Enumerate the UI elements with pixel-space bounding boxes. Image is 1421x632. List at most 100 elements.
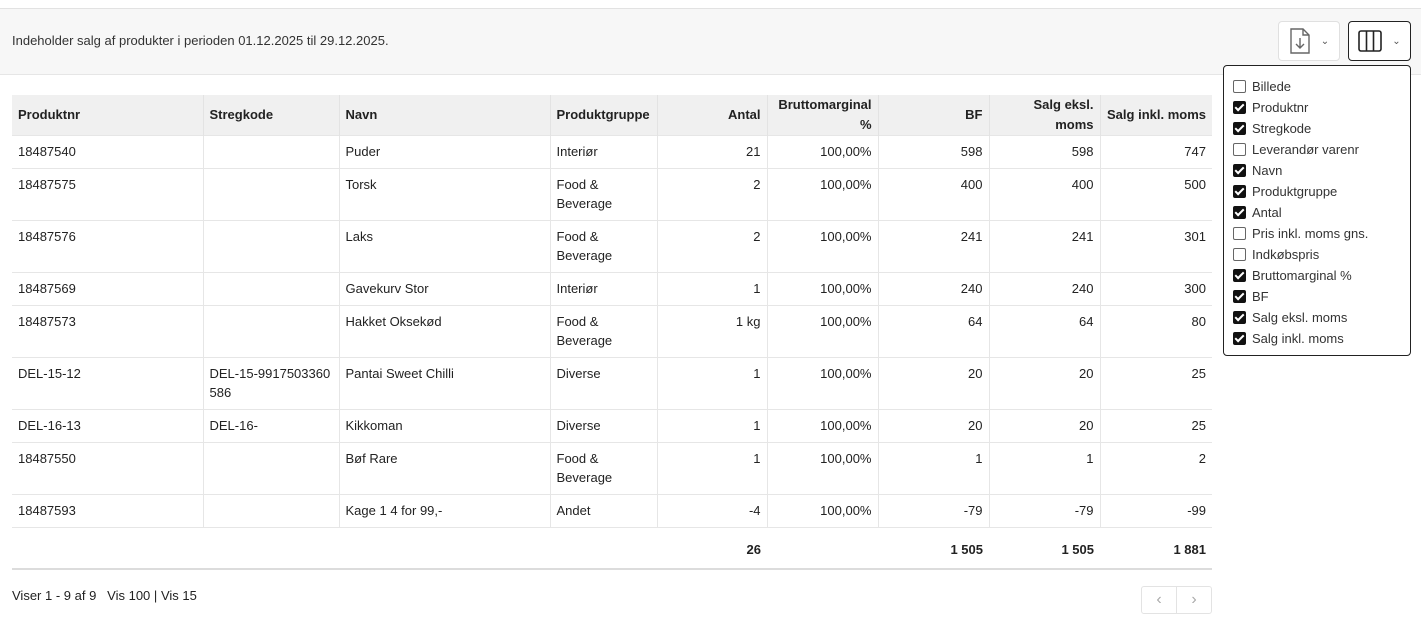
cell-salg-inkl: 500: [1100, 168, 1212, 221]
cell-salg-inkl: 300: [1100, 272, 1212, 306]
cell-stregkode: DEL-15-9917503360586: [203, 357, 340, 410]
cell-produktnr: 18487575: [12, 168, 204, 221]
cell-salg-inkl: 25: [1100, 357, 1212, 410]
column-option[interactable]: Bruttomarginal %: [1233, 265, 1401, 286]
cell-bf: 241: [878, 220, 990, 273]
cell-navn: Bøf Rare: [339, 442, 551, 495]
column-option-label: Produktgruppe: [1252, 184, 1338, 199]
cell-antal: 2: [657, 168, 768, 221]
pagination-info: Viser 1 - 9 af 9 Vis 100 | Vis 15: [12, 588, 197, 603]
cell-bf: 240: [878, 272, 990, 306]
column-option-label: Bruttomarginal %: [1252, 268, 1352, 283]
chevron-down-icon: ⌄: [1320, 35, 1330, 47]
next-page-button[interactable]: ›: [1191, 591, 1197, 608]
col-header-stregkode[interactable]: Stregkode: [203, 95, 340, 136]
cell-navn: Kikkoman: [339, 409, 551, 443]
cell-bf: 20: [878, 409, 990, 443]
checkbox-checked[interactable]: [1233, 101, 1246, 114]
table-row: 18487550 Bøf Rare Food & Beverage 1 100,…: [12, 442, 1212, 495]
checkbox-checked[interactable]: [1233, 164, 1246, 177]
prev-page-button[interactable]: ‹: [1142, 587, 1177, 613]
cell-stregkode: [203, 135, 340, 169]
showing-count: Viser 1 - 9 af 9: [12, 588, 97, 603]
show-100-link[interactable]: Vis 100: [107, 588, 151, 603]
cell-bf: -79: [878, 494, 990, 528]
column-option[interactable]: Navn: [1233, 160, 1401, 181]
cell-navn: Pantai Sweet Chilli: [339, 357, 551, 410]
checkbox-unchecked[interactable]: [1233, 227, 1246, 240]
cell-salg-eksl: 64: [989, 305, 1101, 358]
table-row: 18487593 Kage 1 4 for 99,- Andet -4 100,…: [12, 494, 1212, 528]
col-header-bf[interactable]: BF: [878, 95, 990, 136]
cell-produktgruppe: Diverse: [550, 409, 658, 443]
col-header-antal[interactable]: Antal: [657, 95, 768, 136]
cell-navn: Laks: [339, 220, 551, 273]
col-header-navn[interactable]: Navn: [339, 95, 551, 136]
cell-antal: 1 kg: [657, 305, 768, 358]
cell-navn: Puder: [339, 135, 551, 169]
file-download-icon: [1290, 28, 1310, 54]
cell-bruttomarginal: 100,00%: [767, 135, 879, 169]
cell-salg-inkl: 747: [1100, 135, 1212, 169]
checkbox-checked[interactable]: [1233, 185, 1246, 198]
column-option[interactable]: Antal: [1233, 202, 1401, 223]
cell-produktgruppe: Food & Beverage: [550, 220, 658, 273]
total-bf: 1 505: [950, 542, 983, 558]
cell-antal: -4: [657, 494, 768, 528]
checkbox-checked[interactable]: [1233, 290, 1246, 303]
column-option-label: BF: [1252, 289, 1269, 304]
export-button[interactable]: ⌄: [1278, 21, 1340, 61]
cell-bf: 20: [878, 357, 990, 410]
cell-bruttomarginal: 100,00%: [767, 220, 879, 273]
checkbox-checked[interactable]: [1233, 269, 1246, 282]
cell-salg-eksl: 1: [989, 442, 1101, 495]
cell-antal: 1: [657, 272, 768, 306]
cell-produktnr: 18487569: [12, 272, 204, 306]
col-header-salg-inkl[interactable]: Salg inkl. moms: [1100, 95, 1212, 136]
table-row: 18487575 Torsk Food & Beverage 2 100,00%…: [12, 168, 1212, 221]
col-header-bruttomarginal[interactable]: Bruttomarginal %: [767, 95, 879, 136]
cell-produktnr: 18487550: [12, 442, 204, 495]
column-option-label: Antal: [1252, 205, 1282, 220]
cell-navn: Torsk: [339, 168, 551, 221]
cell-bruttomarginal: 100,00%: [767, 168, 879, 221]
checkbox-checked[interactable]: [1233, 311, 1246, 324]
column-option[interactable]: Leverandør varenr: [1233, 139, 1401, 160]
column-option-label: Pris inkl. moms gns.: [1252, 226, 1369, 241]
column-option[interactable]: Pris inkl. moms gns.: [1233, 223, 1401, 244]
show-15-link[interactable]: Vis 15: [160, 588, 197, 603]
checkbox-checked[interactable]: [1233, 122, 1246, 135]
checkbox-checked[interactable]: [1233, 206, 1246, 219]
checkbox-unchecked[interactable]: [1233, 80, 1246, 93]
cell-bf: 598: [878, 135, 990, 169]
column-option-label: Leverandør varenr: [1252, 142, 1359, 157]
cell-produktnr: 18487540: [12, 135, 204, 169]
checkbox-checked[interactable]: [1233, 332, 1246, 345]
column-option[interactable]: Stregkode: [1233, 118, 1401, 139]
cell-navn: Hakket Oksekød: [339, 305, 551, 358]
cell-produktnr: 18487576: [12, 220, 204, 273]
column-option[interactable]: Billede: [1233, 76, 1401, 97]
column-option[interactable]: Salg inkl. moms: [1233, 328, 1401, 349]
checkbox-unchecked[interactable]: [1233, 143, 1246, 156]
column-option[interactable]: Produktgruppe: [1233, 181, 1401, 202]
columns-toggle-button[interactable]: ⌄: [1348, 21, 1411, 61]
column-option[interactable]: Indkøbspris: [1233, 244, 1401, 265]
col-header-produktnr[interactable]: Produktnr: [12, 95, 204, 136]
column-option-label: Salg eksl. moms: [1252, 310, 1348, 325]
total-cell: [203, 528, 339, 570]
col-header-produktgruppe[interactable]: Produktgruppe: [550, 95, 658, 136]
column-option[interactable]: Produktnr: [1233, 97, 1401, 118]
column-option-label: Navn: [1252, 163, 1283, 178]
checkbox-unchecked[interactable]: [1233, 248, 1246, 261]
column-option-label: Stregkode: [1252, 121, 1312, 136]
cell-salg-eksl: 240: [989, 272, 1101, 306]
cell-stregkode: [203, 305, 340, 358]
column-option[interactable]: Salg eksl. moms: [1233, 307, 1401, 328]
cell-salg-eksl: 241: [989, 220, 1101, 273]
total-cell: [12, 528, 203, 570]
top-divider: [0, 8, 1421, 9]
col-header-salg-eksl[interactable]: Salg eksl. moms: [989, 95, 1101, 136]
cell-produktgruppe: Interiør: [550, 272, 658, 306]
column-option[interactable]: BF: [1233, 286, 1401, 307]
